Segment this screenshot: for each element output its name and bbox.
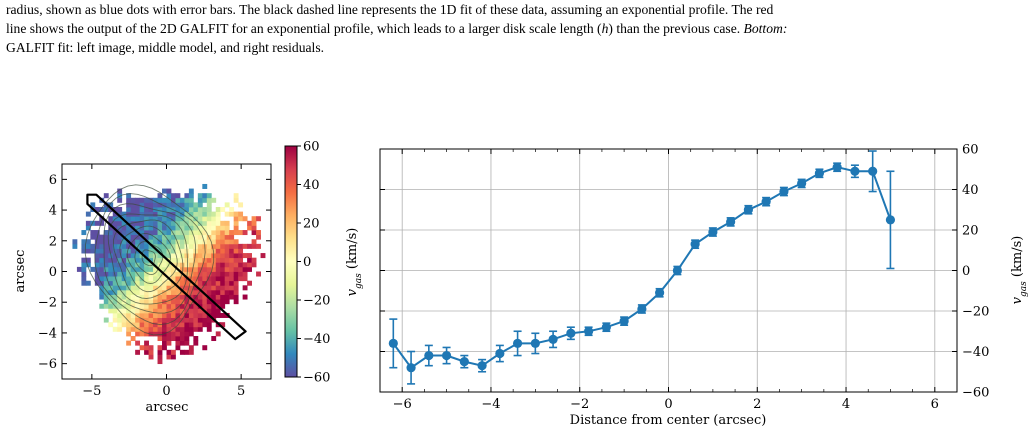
svg-text:−40: −40 [962, 345, 989, 360]
caption-h-symbol: h [601, 21, 609, 36]
colorbar: 60 40 20 0 −20 −40 −60 vgas (km/s) [284, 140, 364, 386]
map-x-ticks: −5 0 5 [82, 164, 245, 399]
velocity-map-panel: −5 0 5 6 4 2 0 −2 −4 −6 arcsec arcsec [13, 163, 272, 415]
svg-text:0: 0 [303, 255, 311, 270]
map-y-axis-label: arcsec [13, 250, 28, 293]
svg-text:20: 20 [303, 217, 320, 232]
data-point [495, 348, 505, 359]
svg-text:−2: −2 [570, 397, 589, 412]
svg-text:5: 5 [237, 384, 245, 399]
slit-outline [86, 193, 247, 341]
data-point [619, 316, 629, 326]
data-point [797, 178, 807, 189]
svg-text:2: 2 [49, 234, 57, 249]
svg-text:40: 40 [962, 183, 979, 198]
svg-text:−20: −20 [303, 294, 330, 309]
data-point [441, 350, 452, 361]
data-point [743, 205, 753, 215]
rc-y-ticks: 60 40 20 0 −20 −40 −60 [380, 143, 989, 401]
data-point [690, 239, 700, 249]
rc-y-axis-label: vgas (km/s) [1010, 236, 1029, 305]
svg-text:−4: −4 [481, 397, 500, 412]
rc-x-ticks: −6 −4 −2 0 2 4 6 [379, 149, 958, 412]
data-point [477, 361, 487, 371]
colorbar-gradient [284, 145, 298, 378]
data-point [601, 322, 611, 332]
svg-text:20: 20 [962, 224, 979, 239]
data-point [814, 168, 825, 178]
caption-line-3: GALFIT fit: left image, middle model, an… [6, 40, 325, 55]
svg-text:0: 0 [664, 397, 672, 412]
intensity-contours [84, 184, 215, 336]
data-point [388, 338, 398, 348]
data-point [424, 350, 434, 361]
data-point [779, 186, 789, 197]
svg-text:4: 4 [49, 204, 57, 219]
svg-text:0: 0 [162, 384, 170, 399]
data-point [832, 162, 842, 172]
data-point [868, 166, 878, 176]
caption-line-1: radius, shown as blue dots with error ba… [6, 2, 774, 17]
data-point [726, 217, 736, 227]
svg-text:−5: −5 [82, 384, 101, 399]
svg-text:−6: −6 [38, 357, 57, 372]
data-point [566, 328, 576, 338]
data-point [761, 197, 771, 207]
svg-text:6: 6 [49, 173, 57, 188]
data-point [530, 338, 540, 348]
data-point [512, 338, 523, 348]
colorbar-ticks: 60 40 20 0 −20 −40 −60 [297, 140, 330, 386]
svg-text:−6: −6 [393, 397, 412, 412]
svg-text:2: 2 [753, 397, 761, 412]
caption-line-2-pre: line shows the output of the 2D GALFIT f… [6, 21, 602, 36]
svg-text:60: 60 [303, 140, 320, 155]
data-point [406, 363, 416, 373]
figure-caption: radius, shown as blue dots with error ba… [6, 0, 1030, 57]
rc-x-axis-label: Distance from center (arcsec) [570, 413, 767, 428]
data-point [459, 357, 469, 367]
svg-text:−2: −2 [38, 296, 57, 311]
svg-text:−60: −60 [303, 371, 330, 386]
rotation-curve-data [388, 150, 896, 385]
svg-text:−4: −4 [38, 326, 57, 341]
svg-text:−60: −60 [962, 386, 989, 401]
svg-text:−20: −20 [962, 305, 989, 320]
svg-text:4: 4 [842, 397, 850, 412]
data-point [637, 304, 647, 314]
caption-bottom-label: Bottom: [743, 21, 788, 36]
data-point [708, 227, 718, 237]
series-line [392, 166, 892, 370]
map-x-axis-label: arcsec [146, 400, 189, 415]
svg-text:6: 6 [931, 397, 939, 412]
caption-line-2-post: ) than the previous case. [608, 21, 741, 36]
data-point [548, 334, 558, 344]
data-point [850, 166, 860, 176]
svg-text:0: 0 [49, 265, 57, 280]
svg-text:40: 40 [303, 178, 320, 193]
data-point [655, 288, 665, 298]
data-point [584, 326, 594, 336]
caption-line-2: line shows the output of the 2D GALFIT f… [6, 19, 1030, 38]
svg-text:−40: −40 [303, 332, 330, 347]
data-point [672, 265, 682, 276]
svg-text:0: 0 [962, 264, 970, 279]
map-y-ticks: 6 4 2 0 −2 −4 −6 [38, 173, 271, 372]
colorbar-label: vgas (km/s) [345, 228, 364, 297]
svg-text:60: 60 [962, 143, 979, 158]
data-point [885, 215, 896, 225]
